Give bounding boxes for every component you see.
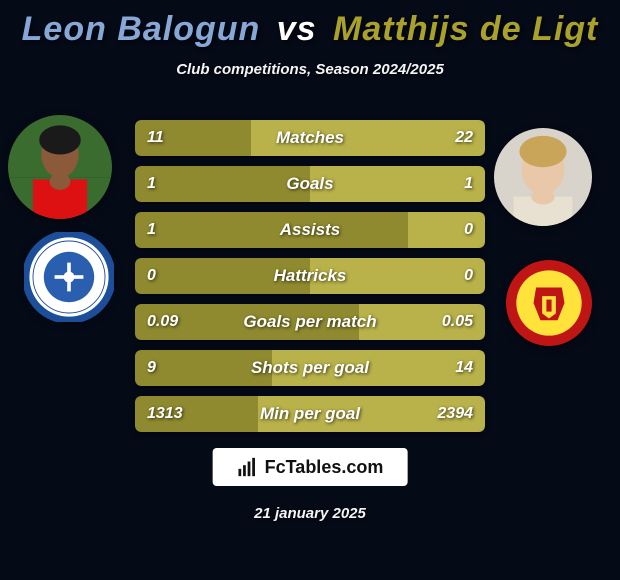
stat-value-left: 1313: [135, 396, 195, 432]
stat-row: Shots per goal9 14: [135, 350, 485, 386]
stat-value-left: 9: [135, 350, 168, 386]
stat-value-right: 22: [443, 120, 485, 156]
stat-label: Assists: [135, 212, 485, 248]
stat-label: Goals: [135, 166, 485, 202]
subtitle: Club competitions, Season 2024/2025: [0, 61, 620, 78]
stat-value-right: 1: [452, 166, 485, 202]
player1-avatar: [8, 115, 112, 219]
stat-value-left: 11: [135, 120, 176, 156]
stat-row: Assists1 0: [135, 212, 485, 248]
club2-crest: [506, 260, 592, 346]
stat-value-right: 0.05: [430, 304, 485, 340]
stat-row: Goals per match0.090.05: [135, 304, 485, 340]
date-text: 21 january 2025: [0, 505, 620, 522]
chart-icon: [237, 456, 259, 478]
club1-crest: [24, 232, 114, 322]
stat-label: Hattricks: [135, 258, 485, 294]
branding-badge: FcTables.com: [213, 448, 408, 486]
player1-name: Leon Balogun: [22, 10, 261, 48]
stat-row: Hattricks0 0: [135, 258, 485, 294]
player2-name: Matthijs de Ligt: [333, 10, 598, 48]
stat-row: Goals1 1: [135, 166, 485, 202]
stat-row: Matches11 22: [135, 120, 485, 156]
stat-value-right: 14: [443, 350, 485, 386]
stat-value-left: 1: [135, 166, 168, 202]
stat-label: Shots per goal: [135, 350, 485, 386]
stat-value-left: 0: [135, 258, 168, 294]
stat-value-right: 0: [452, 258, 485, 294]
branding-text: FcTables.com: [265, 457, 384, 478]
stat-value-right: 0: [452, 212, 485, 248]
stat-label: Matches: [135, 120, 485, 156]
comparison-title: Leon Balogun vs Matthijs de Ligt: [0, 0, 620, 49]
player2-avatar: [494, 128, 592, 226]
stat-bars: Matches1122Goals11Assists10Hattricks00Go…: [135, 120, 485, 442]
stat-value-left: 0.09: [135, 304, 190, 340]
stat-value-left: 1: [135, 212, 168, 248]
stat-value-right: 2394: [425, 396, 485, 432]
vs-text: vs: [277, 10, 317, 48]
stat-row: Min per goal13132394: [135, 396, 485, 432]
